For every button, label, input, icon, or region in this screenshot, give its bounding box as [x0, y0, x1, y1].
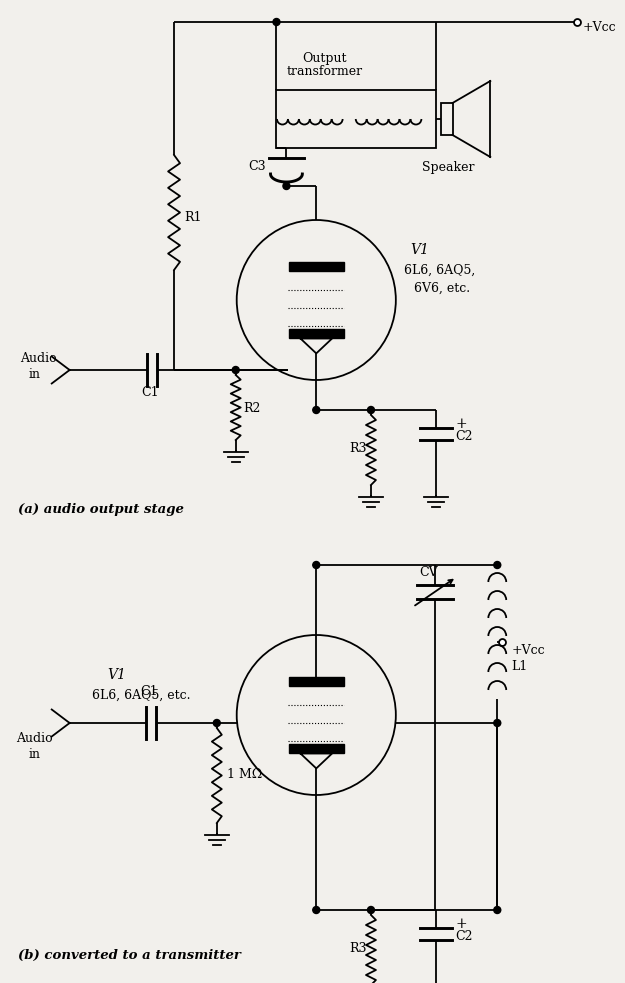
Circle shape — [273, 19, 280, 26]
Circle shape — [312, 906, 320, 913]
Circle shape — [494, 906, 501, 913]
Text: 6L6, 6AQ5,: 6L6, 6AQ5, — [404, 263, 475, 276]
Bar — [289, 676, 344, 685]
Circle shape — [368, 906, 374, 913]
Text: Speaker: Speaker — [422, 161, 475, 174]
Text: +: + — [456, 417, 467, 431]
Text: +Vcc: +Vcc — [511, 644, 545, 658]
Text: transformer: transformer — [286, 65, 362, 78]
Text: Audio: Audio — [16, 731, 52, 744]
Text: R2: R2 — [244, 401, 261, 415]
Text: C2: C2 — [456, 930, 473, 943]
Circle shape — [494, 720, 501, 726]
Text: 6L6, 6AQ5, etc.: 6L6, 6AQ5, etc. — [92, 688, 191, 702]
Text: 1 MΩ: 1 MΩ — [227, 769, 262, 781]
Bar — [289, 744, 344, 753]
Text: C1: C1 — [141, 386, 159, 399]
Text: R3: R3 — [349, 441, 367, 454]
Bar — [289, 329, 344, 338]
Bar — [289, 261, 344, 270]
Circle shape — [368, 407, 374, 414]
Text: in: in — [29, 368, 41, 380]
Bar — [276, 90, 436, 148]
Circle shape — [494, 561, 501, 568]
Text: (b) converted to a transmitter: (b) converted to a transmitter — [18, 949, 241, 961]
Circle shape — [312, 407, 320, 414]
Circle shape — [283, 183, 290, 190]
Text: Output: Output — [302, 52, 346, 65]
Text: R3: R3 — [349, 942, 367, 954]
Text: R1: R1 — [184, 211, 201, 224]
Text: in: in — [29, 748, 41, 762]
Text: +Vcc: +Vcc — [582, 21, 616, 34]
Text: 6V6, etc.: 6V6, etc. — [414, 281, 470, 295]
Circle shape — [312, 561, 320, 568]
Circle shape — [213, 720, 220, 726]
Circle shape — [232, 367, 239, 374]
Text: Audio: Audio — [20, 352, 56, 365]
Text: C1: C1 — [141, 685, 158, 698]
Text: C3: C3 — [249, 159, 266, 172]
Text: L1: L1 — [511, 661, 528, 673]
Text: V1: V1 — [411, 243, 429, 257]
Text: CV: CV — [420, 566, 438, 580]
Text: V1: V1 — [107, 668, 126, 682]
Text: +: + — [456, 917, 467, 931]
Text: C2: C2 — [456, 430, 473, 442]
Text: (a) audio output stage: (a) audio output stage — [18, 503, 184, 516]
Bar — [441, 103, 452, 135]
